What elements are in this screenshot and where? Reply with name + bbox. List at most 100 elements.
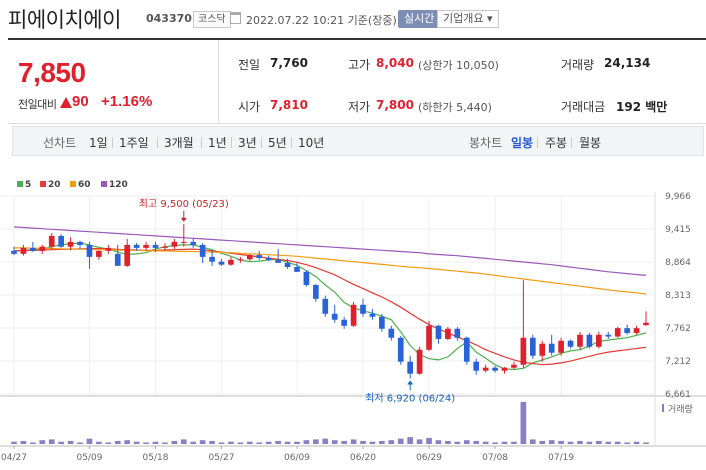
x-tick-label: 05/27 — [209, 453, 235, 463]
volume-bar — [596, 440, 602, 444]
volume-bar — [96, 441, 102, 444]
volume-bar — [369, 441, 376, 444]
candle-monthly[interactable]: 월봉 — [579, 136, 602, 150]
candle-body — [58, 235, 64, 247]
volume-bar — [228, 441, 234, 444]
candle-daily[interactable]: 일봉 — [511, 136, 534, 150]
volume-bar — [30, 442, 36, 444]
candle-body — [322, 298, 329, 314]
candle-body — [228, 259, 234, 265]
candle-body — [171, 241, 178, 247]
volume-bar — [162, 442, 168, 444]
candle-body — [152, 244, 159, 248]
candle-body — [199, 244, 206, 257]
candle-body — [48, 235, 55, 247]
period-bar: 선차트 1일 1주일 3개월 1년 3년 5년 10년 봉차트 일봉 주봉 월봉 — [12, 126, 704, 156]
volume-bar — [435, 440, 442, 444]
candle-body — [246, 255, 253, 260]
stock-name: 피에이치에이 — [8, 8, 121, 32]
period-3m[interactable]: 3개월 — [164, 136, 194, 150]
candle-body — [633, 328, 640, 333]
candle-body — [605, 334, 612, 337]
legend-swatch — [40, 181, 46, 187]
period-1d[interactable]: 1일 — [89, 136, 108, 150]
candle-body — [577, 334, 583, 347]
lower-limit: (하한가 5,440) — [418, 101, 492, 114]
candle-body — [77, 241, 83, 245]
period-1y[interactable]: 1년 — [208, 136, 227, 150]
candle-body — [39, 246, 46, 251]
volume-bar — [397, 438, 404, 444]
volume-bar — [265, 441, 272, 444]
candle-body — [624, 328, 630, 333]
volume-value: 24,134 — [604, 56, 651, 70]
candle-body — [303, 271, 310, 286]
candle-body — [190, 241, 197, 245]
quote-panel: 7,850 전일대비 90 +1.16% 전일 7,760 고가 8,040 (… — [8, 38, 706, 124]
price-tick-label: 9,415 — [665, 225, 691, 235]
x-tick-label: 05/18 — [143, 453, 169, 463]
volume-bar — [548, 440, 555, 444]
candle-body — [331, 313, 338, 320]
legend-swatch — [101, 181, 107, 187]
candle-body — [539, 343, 546, 356]
candle-body — [350, 304, 357, 326]
period-1w[interactable]: 1주일 — [119, 136, 149, 150]
candle-body — [643, 322, 649, 326]
low-value: 7,800 — [376, 98, 414, 112]
stock-code: 043370 — [146, 12, 192, 25]
amount-value: 192 백만 — [616, 100, 668, 114]
candle-body — [614, 328, 621, 337]
volume-bar — [256, 442, 263, 444]
period-5y[interactable]: 5년 — [268, 136, 287, 150]
ma-line-120 — [13, 226, 647, 276]
high-label: 고가 — [348, 58, 371, 72]
period-3y[interactable]: 3년 — [238, 136, 257, 150]
volume-label: 거래량 — [668, 403, 693, 415]
volume-bar — [190, 441, 197, 444]
volume-bar — [237, 442, 244, 444]
volume-bar — [20, 440, 27, 444]
candle-body — [586, 334, 593, 347]
candle-body — [313, 285, 319, 299]
candle-body — [416, 349, 423, 374]
x-tick-label: 07/19 — [548, 453, 574, 463]
company-overview-button[interactable]: 기업개요 ▾ — [437, 10, 499, 28]
prev-close-value: 7,760 — [270, 56, 308, 70]
volume-bar — [209, 440, 215, 444]
legend-swatch — [17, 181, 23, 187]
candle-body — [11, 250, 17, 254]
x-tick-label: 07/08 — [482, 453, 508, 463]
price-tick-label: 8,313 — [665, 291, 691, 301]
x-tick-label: 06/09 — [284, 453, 310, 463]
candle-body — [105, 247, 112, 251]
price-tick-label: 8,864 — [665, 258, 691, 268]
volume-bar — [614, 441, 621, 444]
amount-label: 거래대금 — [561, 100, 606, 114]
candle-body — [96, 250, 102, 257]
volume-bar — [511, 441, 517, 444]
candle-body — [67, 241, 74, 247]
price-tick-label: 7,762 — [665, 324, 691, 334]
volume-bar — [624, 442, 630, 444]
ma-line-5 — [13, 242, 647, 371]
candle-body — [558, 340, 564, 353]
candle-weekly[interactable]: 주봉 — [545, 136, 568, 150]
low-label: 저가 — [348, 100, 371, 114]
candle-body — [492, 367, 498, 371]
volume-bar — [133, 441, 140, 444]
candlestick-chart[interactable]: 9,966 9,415 8,864 8,313 7,762 7,212 6,661 04/27… — [0, 192, 706, 470]
volume-bar — [303, 440, 310, 444]
period-10y[interactable]: 10년 — [298, 136, 325, 150]
legend-ma5: 5 — [17, 180, 31, 190]
candle-body — [520, 337, 527, 365]
prev-close-label: 전일 — [238, 58, 261, 72]
volume-bar — [114, 440, 121, 444]
realtime-button[interactable]: 실시간 — [398, 10, 441, 28]
volume-bar — [275, 440, 281, 444]
volume-bar — [454, 441, 461, 444]
candle-body — [529, 337, 536, 356]
volume-bar — [294, 441, 300, 444]
x-tick-label: 06/29 — [416, 453, 442, 463]
volume-bar — [482, 441, 489, 444]
